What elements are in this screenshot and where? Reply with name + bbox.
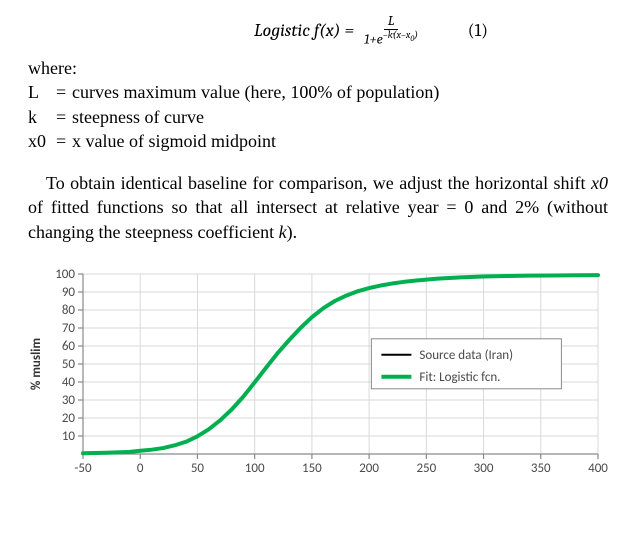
svg-text:300: 300 bbox=[474, 461, 494, 476]
svg-text:Source data (Iran): Source data (Iran) bbox=[419, 348, 513, 363]
definition-eq: = bbox=[56, 129, 72, 153]
definition-symbol: L bbox=[28, 80, 56, 104]
paragraph-italic: k bbox=[279, 222, 287, 242]
equation-lhs: Logistic f(x) = bbox=[254, 20, 354, 41]
paragraph-text: of fitted functions so that all intersec… bbox=[28, 197, 608, 241]
where-label: where: bbox=[28, 56, 608, 80]
svg-text:0: 0 bbox=[137, 461, 144, 476]
definition-eq: = bbox=[56, 105, 72, 129]
svg-text:Fit: Logistic fcn.: Fit: Logistic fcn. bbox=[419, 370, 500, 385]
logistic-chart: -50 0 50 100 150 200 250 300 350 400 10 20 30 40 50 60 7… bbox=[28, 266, 608, 476]
svg-text:100: 100 bbox=[245, 461, 265, 476]
svg-text:100: 100 bbox=[55, 267, 75, 282]
svg-text:20: 20 bbox=[62, 411, 76, 426]
definition-text: x value of sigmoid midpoint bbox=[72, 129, 276, 153]
definition-eq: = bbox=[56, 80, 72, 104]
svg-text:400: 400 bbox=[588, 461, 608, 476]
svg-text:70: 70 bbox=[62, 321, 76, 336]
equation-numerator: L bbox=[384, 13, 399, 29]
svg-text:250: 250 bbox=[416, 461, 436, 476]
svg-text:80: 80 bbox=[62, 303, 76, 318]
equation-row: Logistic f(x) = L 1+e−k·(x−x0) (1) bbox=[28, 10, 608, 50]
svg-text:10: 10 bbox=[62, 429, 76, 444]
definition-symbol: k bbox=[28, 105, 56, 129]
equation-fraction: L 1+e−k·(x−x0) bbox=[360, 13, 422, 46]
paragraph-italic: x0 bbox=[591, 173, 608, 193]
svg-text:90: 90 bbox=[62, 285, 76, 300]
svg-text:% muslim: % muslim bbox=[29, 338, 44, 390]
svg-text:50: 50 bbox=[191, 461, 205, 476]
svg-text:350: 350 bbox=[531, 461, 551, 476]
paragraph-text: ). bbox=[287, 222, 298, 242]
definition-symbol: x0 bbox=[28, 129, 56, 153]
definition-row: k = steepness of curve bbox=[28, 105, 608, 129]
definition-row: x0 = x value of sigmoid midpoint bbox=[28, 129, 608, 153]
definition-text: curves maximum value (here, 100% of popu… bbox=[72, 80, 439, 104]
equation-denominator: 1+e−k·(x−x0) bbox=[360, 30, 422, 47]
definition-row: L = curves maximum value (here, 100% of … bbox=[28, 80, 608, 104]
svg-text:50: 50 bbox=[62, 357, 76, 372]
svg-text:150: 150 bbox=[302, 461, 322, 476]
definition-text: steepness of curve bbox=[72, 105, 204, 129]
chart-svg: -50 0 50 100 150 200 250 300 350 400 10 20 30 40 50 60 7… bbox=[28, 266, 608, 476]
definitions-block: where: L = curves maximum value (here, 1… bbox=[28, 56, 608, 153]
paragraph-text: To obtain identical baseline for compari… bbox=[46, 173, 591, 193]
equation-number: (1) bbox=[468, 20, 488, 41]
svg-text:30: 30 bbox=[62, 393, 76, 408]
svg-text:-50: -50 bbox=[74, 461, 92, 476]
svg-text:40: 40 bbox=[62, 375, 76, 390]
paragraph: To obtain identical baseline for compari… bbox=[28, 171, 608, 244]
equation: Logistic f(x) = L 1+e−k·(x−x0) bbox=[254, 13, 422, 46]
svg-text:60: 60 bbox=[62, 339, 76, 354]
svg-text:200: 200 bbox=[359, 461, 379, 476]
